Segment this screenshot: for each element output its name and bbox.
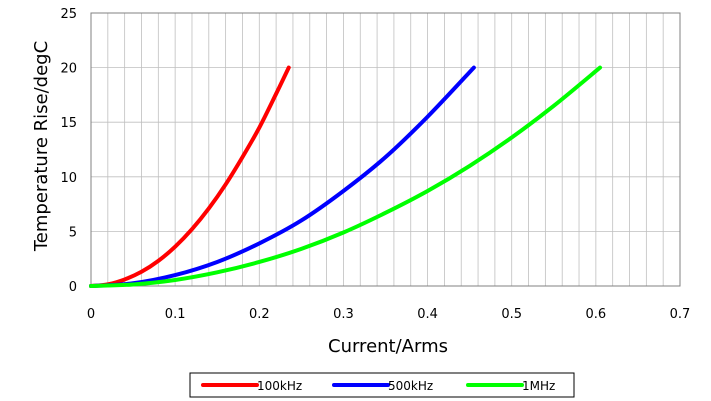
legend: 100kHz 500kHz 1MHz (189, 372, 575, 398)
x-tick-label: 0.2 (249, 307, 270, 322)
y-tick-label: 15 (60, 116, 77, 131)
x-tick-label: 0.4 (417, 307, 438, 322)
series-lines (89, 65, 603, 288)
x-axis-ticks: 0 0.1 0.2 0.3 0.4 0.5 0.6 0.7 (87, 307, 690, 322)
x-tick-label: 0.6 (586, 307, 607, 322)
series-line-1mhz (89, 65, 603, 288)
y-tick-label: 0 (69, 280, 77, 295)
y-tick-label: 10 (60, 171, 77, 186)
x-tick-label: 0.7 (670, 307, 691, 322)
plot-area (90, 12, 681, 287)
legend-label-100khz: 100kHz (257, 379, 302, 393)
x-axis-label: Current/Arms (328, 336, 448, 357)
legend-label-500khz: 500kHz (388, 379, 433, 393)
y-tick-label: 20 (60, 62, 77, 77)
x-tick-label: 0 (87, 307, 95, 322)
y-axis-ticks: 0 5 10 15 20 25 (60, 7, 77, 295)
y-tick-label: 25 (60, 7, 77, 22)
legend-label-1mhz: 1MHz (522, 379, 555, 393)
y-axis-label: Temperature Rise/degC (31, 41, 52, 252)
series-line-500khz (89, 65, 476, 288)
y-tick-label: 5 (69, 225, 77, 240)
series-line-100khz (89, 65, 291, 288)
x-tick-label: 0.5 (501, 307, 522, 322)
x-tick-label: 0.3 (333, 307, 354, 322)
x-tick-label: 0.1 (165, 307, 186, 322)
